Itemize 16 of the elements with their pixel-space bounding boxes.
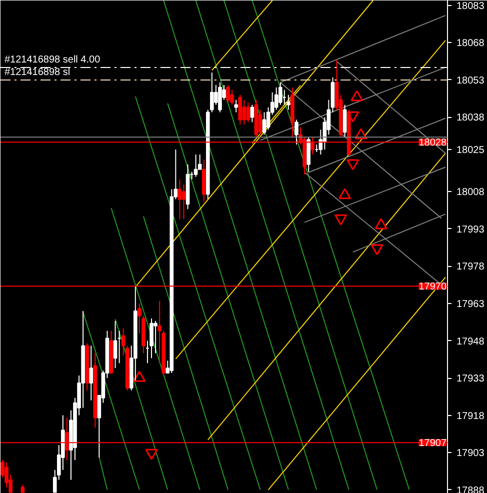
y-tick-label: 17993: [456, 224, 485, 236]
y-tick-label: 17888: [456, 485, 485, 493]
ref-line-label: #121416898 sell 4.00: [4, 54, 101, 66]
y-tick-label: 17918: [456, 410, 485, 422]
y-tick-label: 18008: [456, 187, 485, 198]
y-tick-label: 18053: [456, 75, 485, 86]
y-tick-label: 17963: [456, 299, 485, 310]
y-tick-label: 18083: [456, 0, 485, 12]
y-tick-label: 18025: [456, 145, 485, 156]
y-tick-label: 18038: [456, 112, 485, 124]
y-tick-label: 18068: [456, 38, 485, 50]
y-tick-label: 17903: [456, 448, 485, 460]
y-tick-label: 17933: [456, 374, 485, 385]
y-tick-label: 17948: [456, 336, 485, 348]
y-tick-label: 17978: [456, 262, 485, 273]
ref-line-label: #121416898 sl: [4, 66, 70, 78]
